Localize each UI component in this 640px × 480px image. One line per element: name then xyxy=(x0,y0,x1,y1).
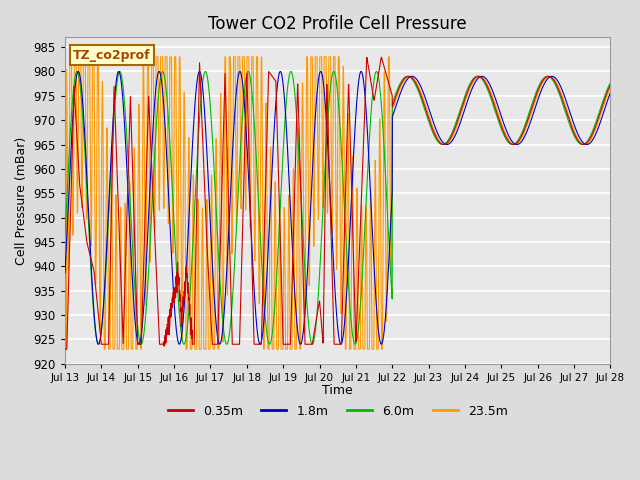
6.0m xyxy=(294,135,302,141)
6.0m xyxy=(124,141,131,146)
23.5m xyxy=(538,83,545,89)
23.5m xyxy=(66,54,74,60)
6.0m xyxy=(596,107,604,112)
1.8m xyxy=(297,341,305,347)
1.8m xyxy=(596,120,604,126)
1.8m xyxy=(607,90,614,96)
0.35m xyxy=(378,54,385,60)
6.0m xyxy=(156,82,163,88)
1.8m xyxy=(124,171,131,177)
6.0m xyxy=(202,69,209,74)
1.8m xyxy=(276,69,284,74)
23.5m xyxy=(124,346,131,352)
23.5m xyxy=(596,114,604,120)
6.0m xyxy=(61,232,68,238)
1.8m xyxy=(538,87,545,93)
1.8m xyxy=(156,69,163,75)
6.0m xyxy=(607,80,614,85)
6.0m xyxy=(538,78,545,84)
0.35m xyxy=(270,76,278,82)
Y-axis label: Cell Pressure (mBar): Cell Pressure (mBar) xyxy=(15,136,28,264)
Line: 6.0m: 6.0m xyxy=(65,72,611,344)
0.35m xyxy=(61,346,68,352)
23.5m xyxy=(61,346,68,352)
Legend: 0.35m, 1.8m, 6.0m, 23.5m: 0.35m, 1.8m, 6.0m, 23.5m xyxy=(163,400,513,423)
X-axis label: Time: Time xyxy=(323,384,353,397)
1.8m xyxy=(294,331,302,336)
0.35m xyxy=(607,82,614,87)
Title: Tower CO2 Profile Cell Pressure: Tower CO2 Profile Cell Pressure xyxy=(209,15,467,33)
0.35m xyxy=(156,341,163,347)
0.35m xyxy=(294,81,301,87)
Line: 0.35m: 0.35m xyxy=(65,57,611,349)
6.0m xyxy=(308,341,316,347)
1.8m xyxy=(61,270,68,276)
Line: 23.5m: 23.5m xyxy=(65,57,611,349)
0.35m xyxy=(596,111,604,117)
1.8m xyxy=(270,127,278,132)
23.5m xyxy=(294,126,302,132)
6.0m xyxy=(271,309,278,315)
0.35m xyxy=(538,81,545,86)
Text: TZ_co2prof: TZ_co2prof xyxy=(73,48,151,61)
23.5m xyxy=(271,263,278,268)
23.5m xyxy=(156,183,164,189)
0.35m xyxy=(124,204,131,210)
Line: 1.8m: 1.8m xyxy=(65,72,611,344)
23.5m xyxy=(607,84,614,90)
